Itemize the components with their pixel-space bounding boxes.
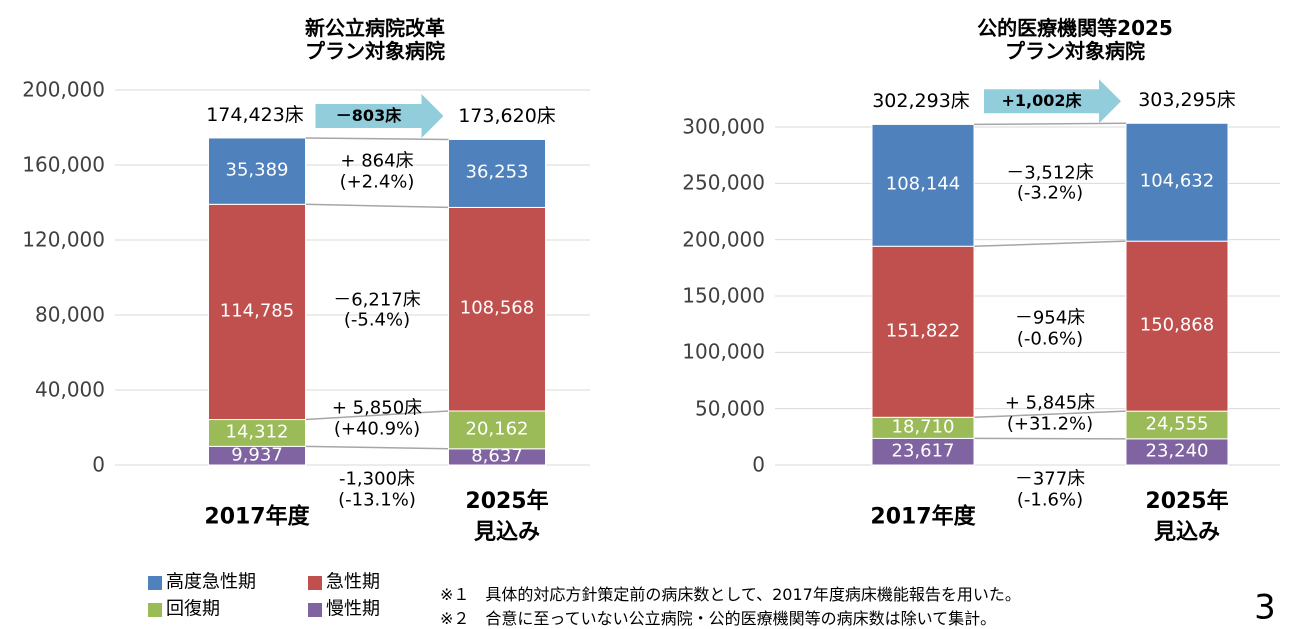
value-label: 150,868	[1139, 314, 1215, 336]
value-label: 20,162	[465, 418, 529, 440]
y-tick-label: 50,000	[695, 396, 765, 421]
change-label: + 5,850床 (+40.9%)	[331, 397, 423, 440]
y-tick-label: 80,000	[35, 302, 105, 327]
y-tick-label: 120,000	[22, 227, 105, 252]
legend-swatch	[308, 603, 322, 617]
bar-segment	[871, 437, 975, 466]
legend-label: 慢性期	[326, 598, 380, 620]
category-label: 2017年度	[870, 504, 976, 530]
change-arrow	[315, 93, 444, 138]
bar-segment	[1125, 122, 1229, 242]
total-label: 173,620床	[458, 105, 556, 128]
footnote: ※１ 具体的対応方針策定前の病床数として、2017年度病床機能報告を用いた。	[440, 584, 1021, 604]
legend-swatch	[308, 576, 322, 590]
y-tick-label: 40,000	[35, 377, 105, 402]
y-tick-label: 150,000	[682, 283, 765, 308]
bar-segment	[208, 203, 306, 421]
total-label: 174,423床	[206, 104, 304, 127]
legend-label: 急性期	[326, 571, 380, 593]
change-label: + 864床 (+2.4%)	[339, 150, 415, 193]
bar-segment	[1125, 438, 1229, 466]
y-tick-label: 0	[752, 452, 765, 477]
y-tick-label: 100,000	[682, 339, 765, 364]
value-label: 114,785	[219, 300, 295, 322]
page-number: 3	[1254, 587, 1276, 628]
y-tick-label: 200,000	[22, 77, 105, 102]
value-label: 108,568	[459, 297, 535, 319]
change-label: -1,300床 (-13.1%)	[338, 468, 416, 510]
legend-swatch	[148, 576, 162, 590]
total-change: －803床	[335, 105, 402, 125]
value-label: 23,240	[1145, 440, 1209, 462]
legend-label: 回復期	[166, 598, 220, 620]
value-label: 14,312	[225, 421, 289, 443]
category-label: 2025年 見込み	[465, 489, 549, 545]
change-label: + 5,845床 (+31.2%)	[1004, 392, 1096, 435]
change-label: －954床 (-0.6%)	[1014, 307, 1086, 349]
connector-line	[305, 410, 449, 421]
bar-segment	[448, 206, 546, 412]
change-label: －3,512床 (-3.2%)	[1006, 162, 1094, 204]
y-tick-label: 0	[92, 452, 105, 477]
value-label: 18,710	[891, 416, 955, 438]
bar-segment	[448, 138, 546, 208]
chart-title: 公的医療機関等2025 プラン対象病院	[977, 16, 1173, 63]
connector-line	[305, 137, 449, 141]
value-label: 151,822	[885, 320, 961, 342]
connector-line	[973, 122, 1127, 126]
connector-line	[305, 445, 449, 450]
y-tick-label: 250,000	[682, 170, 765, 195]
value-label: 9,937	[231, 444, 283, 466]
footnote: ※２ 合意に至っていない公立病院・公的医療機関等の病床数は除いて集計。	[440, 608, 997, 628]
y-tick-label: 200,000	[682, 227, 765, 252]
legend-swatch	[148, 603, 162, 617]
change-label: －377床 (-1.6%)	[1014, 468, 1086, 510]
total-label: 303,295床	[1138, 89, 1236, 112]
value-label: 108,144	[885, 173, 961, 195]
value-label: 35,389	[225, 159, 289, 181]
bar-segment	[208, 419, 306, 447]
bar-segment	[1125, 240, 1229, 412]
y-tick-label: 160,000	[22, 152, 105, 177]
category-label: 2017年度	[204, 504, 310, 530]
bar-segment	[208, 137, 306, 205]
legend-label: 高度急性期	[166, 571, 256, 593]
connector-line	[973, 240, 1127, 248]
y-tick-label: 300,000	[682, 114, 765, 139]
bar-segment	[871, 245, 975, 418]
value-label: 36,253	[465, 162, 529, 184]
total-change: +1,002床	[1001, 91, 1082, 111]
connector-line	[305, 203, 449, 209]
category-label: 2025年 見込み	[1145, 489, 1229, 545]
chart-title: 新公立病院改革 プラン対象病院	[305, 16, 445, 63]
connector-line	[973, 410, 1127, 419]
value-label: 104,632	[1139, 170, 1215, 192]
value-label: 24,555	[1145, 413, 1209, 435]
change-arrow	[984, 79, 1121, 124]
value-label: 8,637	[471, 445, 523, 467]
total-label: 302,293床	[872, 90, 970, 113]
value-label: 23,617	[891, 440, 955, 462]
bar-segment	[871, 123, 975, 247]
change-label: －6,217床 (-5.4%)	[333, 288, 421, 331]
